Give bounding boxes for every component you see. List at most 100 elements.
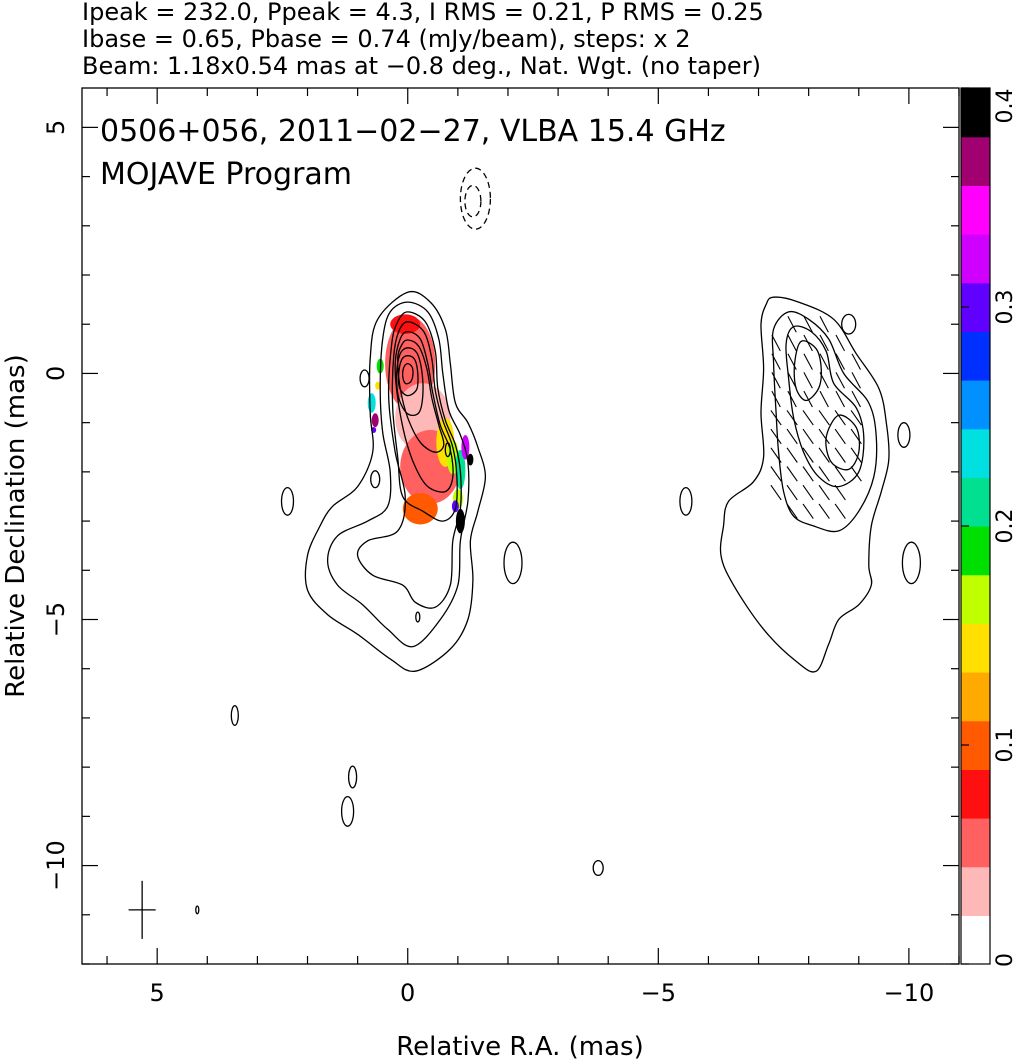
beam-cross	[128, 880, 156, 939]
evpa-tick-11	[787, 353, 797, 370]
evpa-tick-1	[771, 353, 781, 370]
evpa-tick-18	[786, 484, 798, 501]
pol-pixel-patch-3	[402, 493, 438, 525]
intensity-island-6	[347, 765, 358, 789]
right-island-1	[897, 422, 911, 448]
right-island-0	[679, 486, 693, 516]
evpa-tick-47	[834, 428, 846, 445]
evpa-tick-9	[787, 316, 797, 333]
right-outer-contour	[719, 296, 890, 673]
evpa-tick-14	[786, 410, 798, 426]
evpa-tick-6	[770, 447, 782, 463]
intensity-island-10	[444, 442, 451, 458]
right-inner-contour-0	[771, 310, 878, 533]
evpa-tick-57	[850, 447, 862, 463]
evpa-tick-21	[803, 334, 813, 352]
intensity-contour-0	[304, 290, 487, 673]
evpa-tick-0	[771, 334, 781, 352]
map-area	[128, 167, 922, 939]
intensity-contour-1	[326, 301, 470, 648]
evpa-tick-23	[803, 372, 813, 389]
evpa-tick-10	[787, 334, 797, 352]
intensity-island-1	[503, 541, 523, 585]
pol-pixel-patch-13	[367, 393, 376, 413]
y-tick-label-3: −10	[42, 840, 70, 891]
colorbar-band-1	[961, 866, 990, 916]
pol-pixel-patch-9	[461, 435, 470, 460]
evpa-tick-44	[835, 372, 845, 389]
evpa-tick-17	[786, 466, 798, 482]
intensity-contour-8	[402, 362, 414, 385]
intensity-island-5	[230, 705, 239, 726]
intensity-contour-7	[397, 355, 419, 397]
evpa-tick-38	[818, 447, 830, 463]
evpa-tick-26	[802, 428, 814, 445]
colorbar-band-3	[961, 769, 990, 819]
evpa-tick-28	[802, 466, 814, 482]
evpa-tick-49	[834, 466, 846, 482]
x-tick-label-1: 0	[400, 979, 415, 1007]
evpa-tick-37	[818, 428, 830, 445]
intensity-contour-6	[396, 347, 424, 417]
evpa-tick-22	[803, 353, 813, 370]
evpa-tick-43	[835, 353, 845, 370]
evpa-ticks	[770, 316, 862, 519]
plot-frame	[81, 87, 960, 965]
evpa-tick-27	[802, 447, 814, 463]
colorbar-band-5	[961, 672, 990, 722]
evpa-tick-48	[834, 447, 846, 463]
evpa-tick-2	[771, 372, 781, 389]
colorbar-band-0	[961, 915, 990, 965]
evpa-tick-32	[819, 334, 829, 352]
evpa-tick-58	[850, 466, 862, 482]
x-tick-label-2: −5	[641, 979, 676, 1007]
colorbar-tick-label-0: 0	[993, 953, 1018, 967]
header-line-3: Beam: 1.18x0.54 mas at −0.8 deg., Nat. W…	[82, 52, 761, 80]
intensity-island-2	[359, 369, 370, 388]
intensity-island-3	[370, 470, 381, 489]
evpa-tick-15	[786, 428, 798, 445]
evpa-tick-51	[834, 503, 846, 519]
evpa-tick-19	[786, 503, 798, 519]
evpa-tick-39	[818, 466, 830, 482]
header-line-2: Ibase = 0.65, Pbase = 0.74 (mJy/beam), s…	[82, 25, 691, 53]
negative-contour-1	[464, 184, 482, 218]
right-inner-contour-2	[793, 340, 822, 402]
pol-pixel-patch-10	[467, 453, 474, 466]
axis-ticks	[82, 88, 960, 965]
evpa-tick-42	[835, 334, 845, 352]
colorbar-band-16	[961, 136, 990, 186]
evpa-tick-12	[787, 372, 797, 389]
negative-contour-0	[459, 167, 492, 230]
intensity-contour-4	[394, 330, 454, 493]
right-inner-contour-1	[785, 325, 865, 488]
evpa-tick-3	[771, 390, 781, 408]
y-tick-label-2: −5	[42, 602, 70, 637]
colorbar-band-15	[961, 185, 990, 235]
evpa-tick-52	[851, 353, 861, 370]
intensity-contour-3	[391, 321, 458, 522]
left-contours	[195, 167, 604, 915]
evpa-tick-16	[786, 447, 798, 463]
right-contours	[679, 296, 922, 673]
evpa-tick-30	[802, 503, 814, 519]
colorbar-tick-label-3: 0.3	[993, 290, 1018, 325]
x-tick-label-3: −10	[884, 979, 935, 1007]
intensity-island-4	[415, 611, 421, 623]
colorbar-tick-label-2: 0.2	[993, 509, 1018, 544]
evpa-tick-41	[818, 503, 830, 519]
y-tick-label-0: 5	[42, 120, 70, 135]
right-inner-contour-3	[825, 414, 861, 471]
evpa-tick-40	[818, 484, 830, 501]
pol-pixel-patch-4	[390, 314, 421, 335]
pol-pixel-patch-14	[371, 413, 379, 428]
colorbar-band-17	[961, 88, 990, 138]
colorbar-band-10	[961, 428, 990, 478]
colorbar-band-2	[961, 818, 990, 868]
evpa-tick-4	[770, 410, 782, 426]
header-text: Ipeak = 232.0, Ppeak = 4.3, I RMS = 0.21…	[82, 0, 764, 80]
x-tick-label-0: 5	[150, 979, 165, 1007]
fractional-polarization-image	[367, 314, 474, 534]
colorbar-band-9	[961, 477, 990, 527]
